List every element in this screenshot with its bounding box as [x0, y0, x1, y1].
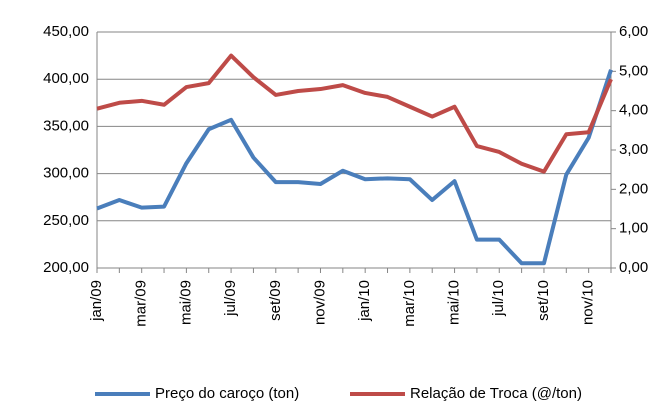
legend-label: Relação de Troca (@/ton) — [410, 385, 582, 402]
y2-tick-label: 6,00 — [619, 23, 648, 40]
series-line — [96, 53, 613, 174]
x-tick-label: mar/09 — [133, 280, 150, 327]
x-tick-label: set/10 — [535, 280, 552, 321]
x-tick-label: nov/09 — [311, 280, 328, 325]
y-tick-label: 450,00 — [43, 23, 89, 40]
x-tick-label: jan/10 — [356, 280, 373, 322]
x-tick-label: set/09 — [267, 280, 284, 321]
y2-tick-label: 5,00 — [619, 62, 648, 79]
y2-tick-label: 2,00 — [619, 180, 648, 197]
x-tick-label: mar/10 — [401, 280, 418, 327]
y-tick-label: 300,00 — [43, 165, 89, 182]
y2-tick-label: 4,00 — [619, 102, 648, 119]
y-tick-label: 200,00 — [43, 259, 89, 276]
x-tick-label: jan/09 — [88, 280, 105, 322]
series-line — [96, 69, 613, 266]
y2-tick-label: 1,00 — [619, 220, 648, 237]
legend-label: Preço do caroço (ton) — [155, 385, 299, 402]
y2-tick-label: 3,00 — [619, 141, 648, 158]
x-tick-label: nov/10 — [580, 280, 597, 325]
y-tick-label: 400,00 — [43, 70, 89, 87]
y2-tick-label: 0,00 — [619, 259, 648, 276]
x-tick-label: mai/10 — [446, 280, 463, 325]
x-tick-label: jul/10 — [490, 280, 507, 317]
x-tick-label: mai/09 — [177, 280, 194, 325]
y-tick-label: 250,00 — [43, 212, 89, 229]
y-tick-label: 350,00 — [43, 117, 89, 134]
x-tick-label: jul/09 — [222, 280, 239, 317]
